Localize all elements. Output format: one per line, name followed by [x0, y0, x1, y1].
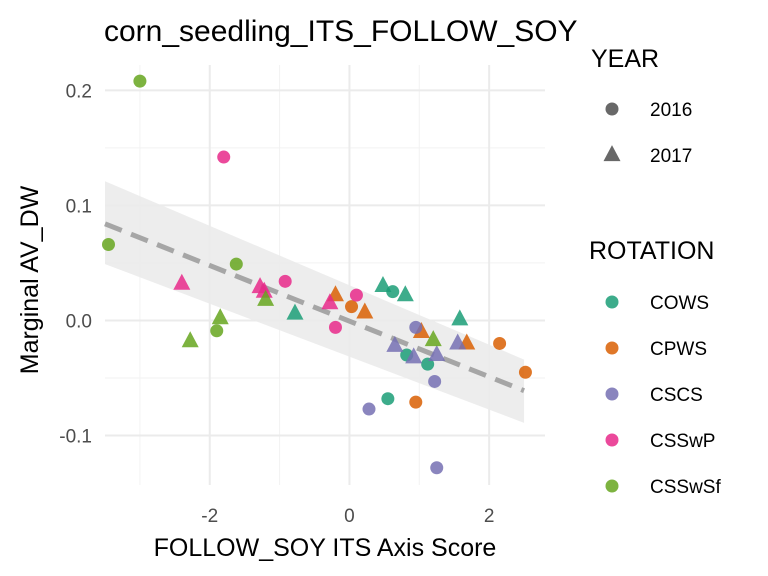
point-cows-2017	[374, 276, 392, 293]
legend-year: YEAR 2016 2017	[591, 45, 692, 167]
legend-key-cpws	[605, 341, 619, 355]
point-csswsf-2016	[101, 238, 115, 252]
legend-rotation-title: ROTATION	[589, 237, 714, 265]
legend-key-csswp	[605, 433, 619, 447]
confidence-band	[105, 181, 525, 423]
point-cscs-2017	[405, 347, 423, 364]
point-csswp-2017	[173, 273, 191, 290]
point-csswp-2017	[321, 293, 339, 310]
legend-label-year: 2017	[650, 146, 692, 167]
point-csswsf-2016	[210, 324, 224, 338]
point-csswsf-2017	[424, 330, 442, 347]
point-cscs-2017	[428, 345, 446, 362]
point-cscs-2016	[430, 461, 444, 475]
point-cows-2016	[386, 285, 400, 299]
y-tick-label: -0.1	[59, 427, 92, 448]
point-csswp-2016	[278, 274, 292, 288]
point-csswsf-2017	[257, 289, 275, 306]
point-cows-2017	[286, 303, 304, 320]
plot-panel	[101, 65, 545, 485]
legend-label-rotation: CPWS	[650, 339, 707, 360]
point-cscs-2017	[386, 335, 404, 352]
x-tick-label: -2	[201, 506, 218, 527]
legend-key-cscs	[605, 387, 619, 401]
y-tick-label: 0.0	[66, 311, 92, 332]
point-csswp-2016	[217, 150, 231, 164]
point-cscs-2017	[449, 333, 467, 350]
point-cpws-2017	[356, 302, 374, 319]
point-csswsf-2016	[229, 257, 243, 271]
point-cscs-2016	[428, 374, 442, 388]
point-cscs-2016	[362, 402, 376, 416]
major-gridlines	[105, 65, 545, 485]
chart-title: corn_seedling_ITS_FOLLOW_SOY	[104, 15, 578, 48]
legend-rotation: ROTATION COWS CPWS CSCS CSSwP CSSwSf	[589, 237, 721, 498]
legend-key-cows	[605, 295, 619, 309]
legend-key-csswsf	[605, 479, 619, 493]
legend-label-rotation: CSCS	[650, 385, 703, 406]
point-cows-2016	[381, 392, 395, 406]
x-axis-ticks: -2 0 2	[201, 506, 494, 527]
point-cpws-2016	[345, 300, 359, 314]
point-cpws-2016	[409, 395, 423, 409]
x-tick-label: 0	[344, 506, 355, 527]
x-axis-title: FOLLOW_SOY ITS Axis Score	[154, 534, 497, 562]
point-cpws-2016	[493, 336, 507, 350]
y-tick-label: 0.2	[66, 81, 92, 102]
x-tick-label: 2	[484, 506, 495, 527]
point-cows-2017	[396, 285, 414, 302]
point-csswsf-2016	[133, 74, 147, 88]
legend-label-rotation: COWS	[650, 293, 709, 314]
point-cpws-2016	[518, 365, 532, 379]
point-csswsf-2017	[211, 308, 229, 325]
legend-label-rotation: CSSwSf	[650, 477, 721, 498]
point-csswp-2016	[328, 320, 342, 334]
y-axis-ticks: -0.1 0.0 0.1 0.2	[59, 81, 92, 447]
trend-line	[104, 221, 525, 393]
point-cows-2017	[451, 309, 469, 326]
data-points	[101, 74, 532, 475]
y-tick-label: 0.1	[66, 196, 92, 217]
point-csswp-2017	[255, 281, 273, 298]
legend-year-title: YEAR	[591, 45, 659, 73]
legend-label-year: 2016	[650, 100, 692, 121]
point-csswp-2016	[349, 288, 363, 302]
legend-label-rotation: CSSwP	[650, 431, 715, 452]
y-axis-title: Marginal AV_DW	[16, 185, 44, 374]
point-csswsf-2017	[181, 331, 199, 348]
legend-key-2017	[603, 145, 621, 162]
legend-key-2016	[605, 102, 619, 116]
point-cscs-2016	[409, 320, 423, 334]
